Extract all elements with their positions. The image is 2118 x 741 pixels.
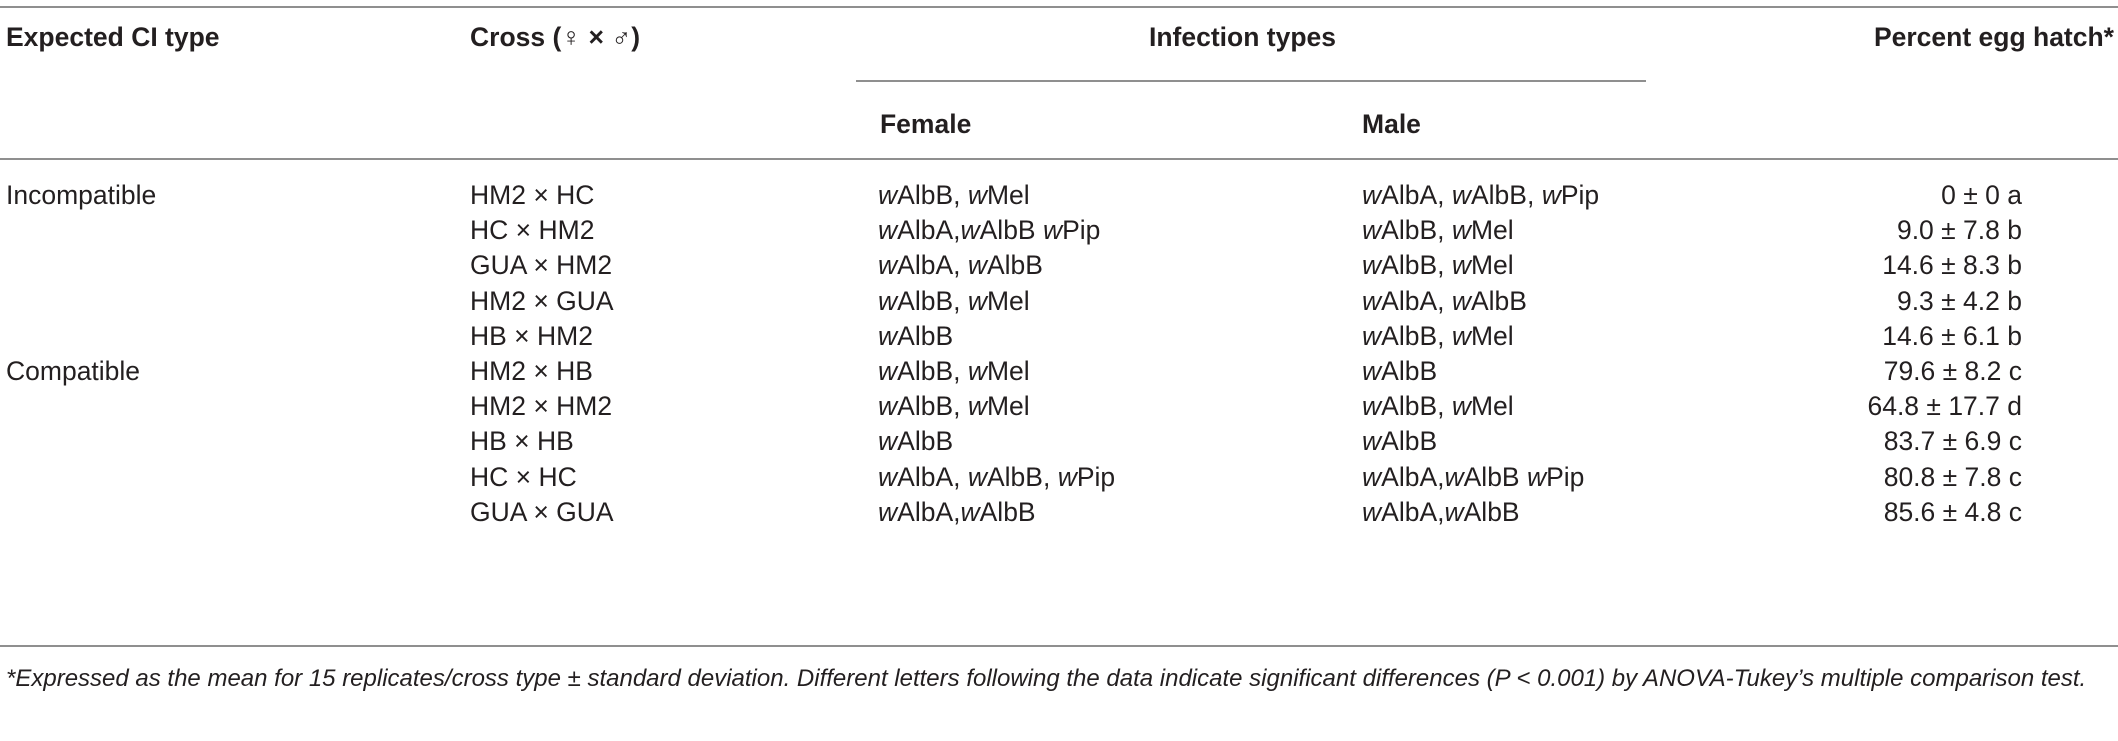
bottom-rule	[0, 645, 2118, 647]
group-label: Compatible	[6, 356, 141, 386]
cell-cross: GUA × GUA	[470, 497, 614, 527]
cell-hatch: 83.7 ± 6.9 c	[1883, 426, 2022, 456]
cell-hatch: 9.0 ± 7.8 b	[1896, 215, 2022, 245]
cell-female: wAlbA, wAlbB	[878, 250, 1043, 280]
header-cross: Cross (♀ × ♂)	[470, 22, 641, 52]
cell-male: wAlbB	[1362, 356, 1438, 386]
cell-female: wAlbB, wMel	[878, 356, 1030, 386]
cell-hatch: 85.6 ± 4.8 c	[1883, 497, 2022, 527]
cell-female: wAlbA, wAlbB, wPip	[878, 462, 1116, 492]
cell-hatch: 0 ± 0 a	[1941, 180, 2022, 210]
cell-male: wAlbA, wAlbB	[1362, 286, 1527, 316]
table-footnote: *Expressed as the mean for 15 replicates…	[6, 665, 2087, 692]
top-rule	[0, 6, 2118, 8]
header-female: Female	[880, 109, 972, 139]
cell-male: wAlbB, wMel	[1362, 250, 1514, 280]
cell-male: wAlbB, wMel	[1362, 321, 1514, 351]
cell-hatch: 9.3 ± 4.2 b	[1896, 286, 2022, 316]
cell-hatch: 64.8 ± 17.7 d	[1867, 391, 2022, 421]
cell-female: wAlbB, wMel	[878, 180, 1030, 210]
cell-female: wAlbB	[878, 426, 954, 456]
cell-cross: HM2 × HC	[470, 180, 595, 210]
cell-male: wAlbA, wAlbB, wPip	[1362, 180, 1600, 210]
header-percent-hatch: Percent egg hatch*	[1873, 22, 2114, 52]
cell-male: wAlbA,wAlbB	[1362, 497, 1520, 527]
header-infection-types: Infection types	[1149, 22, 1337, 52]
cell-male: wAlbB, wMel	[1362, 215, 1514, 245]
cell-female: wAlbA,wAlbB	[878, 497, 1036, 527]
cell-female: wAlbB	[878, 321, 954, 351]
header-bottom-rule	[0, 158, 2118, 160]
cell-cross: HB × HB	[470, 426, 574, 456]
cell-cross: HC × HC	[470, 462, 577, 492]
cell-male: wAlbB, wMel	[1362, 391, 1514, 421]
cell-cross: HM2 × HM2	[470, 391, 613, 421]
cell-cross: HC × HM2	[470, 215, 595, 245]
cell-cross: HB × HM2	[470, 321, 593, 351]
cell-hatch: 14.6 ± 8.3 b	[1882, 250, 2022, 280]
cell-cross: HM2 × HB	[470, 356, 593, 386]
infection-types-rule	[856, 80, 1646, 82]
cell-hatch: 79.6 ± 8.2 c	[1883, 356, 2022, 386]
group-label: Incompatible	[6, 180, 157, 210]
cell-male: wAlbB	[1362, 426, 1438, 456]
header-ci-type: Expected CI type	[6, 22, 220, 52]
cell-female: wAlbB, wMel	[878, 286, 1030, 316]
cell-cross: GUA × HM2	[470, 250, 613, 280]
cell-hatch: 80.8 ± 7.8 c	[1883, 462, 2022, 492]
header-male: Male	[1362, 109, 1421, 139]
cell-male: wAlbA,wAlbB wPip	[1362, 462, 1585, 492]
cell-hatch: 14.6 ± 6.1 b	[1882, 321, 2022, 351]
cell-female: wAlbB, wMel	[878, 391, 1030, 421]
cell-cross: HM2 × GUA	[470, 286, 614, 316]
cell-female: wAlbA,wAlbB wPip	[878, 215, 1101, 245]
